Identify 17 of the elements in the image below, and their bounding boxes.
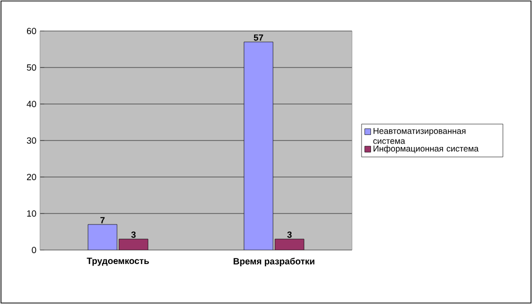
x-tick-label: Трудоемкость: [86, 258, 149, 266]
y-tick-label: 50: [26, 64, 36, 71]
bar: [244, 42, 274, 250]
y-tick-label: 0: [32, 246, 36, 254]
data-label: 3: [131, 231, 136, 238]
x-tick-label: Время разработки: [234, 258, 314, 266]
legend-label: Информационная система: [374, 145, 479, 154]
bar: [88, 224, 118, 250]
data-label: 57: [254, 34, 264, 41]
data-label: 3: [287, 231, 292, 238]
y-tick-label: 30: [26, 137, 36, 144]
y-tick-label: 20: [26, 174, 36, 180]
y-tick-label: 60: [26, 28, 36, 34]
y-tick-label: 40: [26, 100, 36, 108]
data-label: 7: [100, 217, 105, 224]
legend-label: Неавтоматизированная система: [373, 128, 466, 144]
y-tick-label: 10: [27, 210, 36, 217]
